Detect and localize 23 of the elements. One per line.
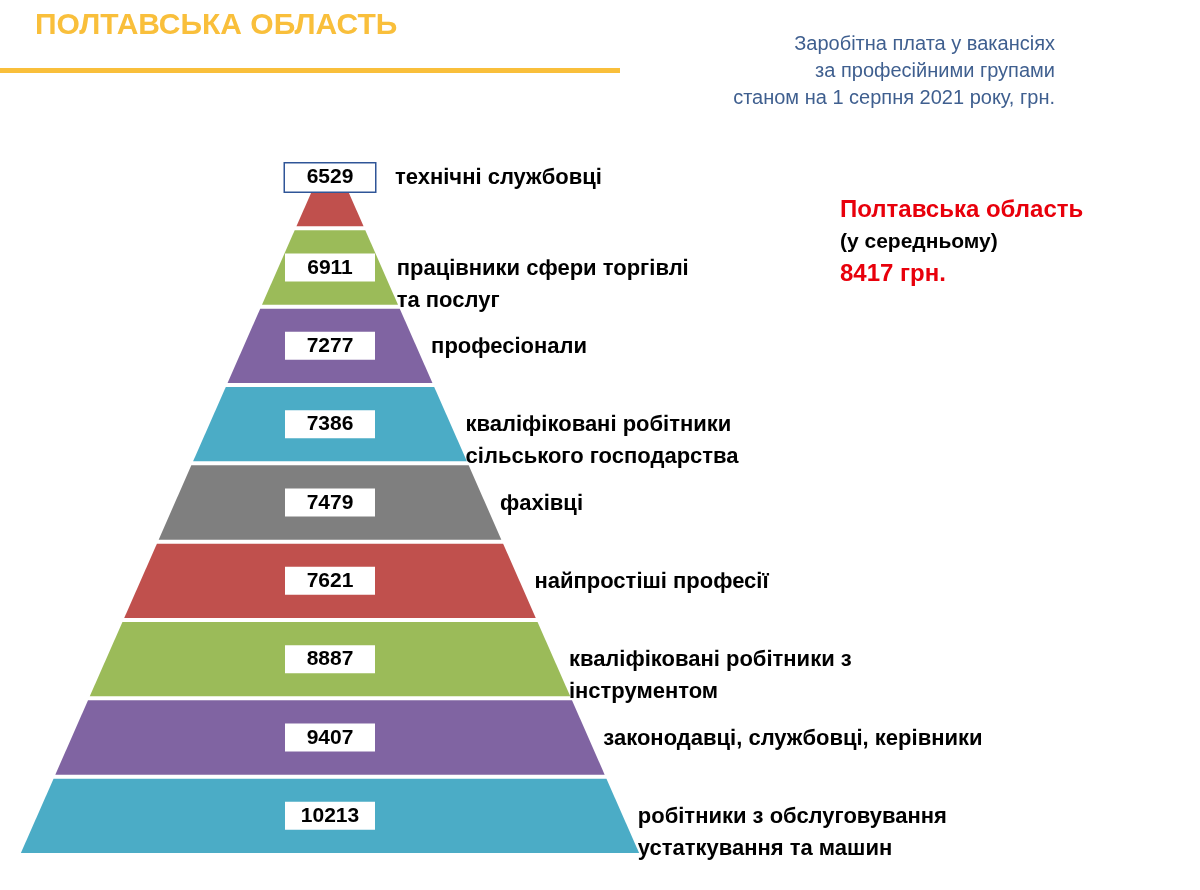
category-label: законодавці, службовці, керівники bbox=[603, 724, 983, 750]
category-label: технічні службовці bbox=[395, 164, 602, 190]
data-label: 7386 bbox=[306, 411, 354, 435]
category-label: професіонали bbox=[431, 332, 587, 358]
text: Полтавська область bbox=[840, 195, 1084, 222]
text: Заробітна плата у вакансіях за професійними групами станом на 1 серпня 2021 року, грн. bbox=[733, 32, 1055, 108]
category-label: кваліфіковані робітники з інструментом bbox=[568, 646, 852, 704]
category-label: найпростіші професії bbox=[534, 567, 770, 593]
data-label: 7277 bbox=[306, 332, 354, 356]
text: ПОЛТАВСЬКА ОБЛАСТЬ bbox=[35, 7, 398, 40]
data-label: 6529 bbox=[306, 164, 354, 188]
data-label: 6911 bbox=[307, 254, 354, 278]
data-label: 8887 bbox=[306, 646, 354, 670]
data-label: 7479 bbox=[306, 489, 354, 513]
data-label: 7621 bbox=[306, 567, 354, 591]
category-label: робітники з обслуговування устаткування та машин bbox=[637, 802, 947, 860]
category-label: працівники сфери торгівлі та послуг bbox=[396, 254, 689, 312]
data-label: 9407 bbox=[306, 724, 354, 748]
text: (у середньому) bbox=[840, 229, 998, 252]
category-label: фахівці bbox=[500, 489, 583, 515]
text: 8417 грн. bbox=[840, 259, 946, 286]
category-label: кваліфіковані робітники сільського господарства bbox=[465, 411, 740, 469]
data-label: 10213 bbox=[300, 802, 360, 826]
